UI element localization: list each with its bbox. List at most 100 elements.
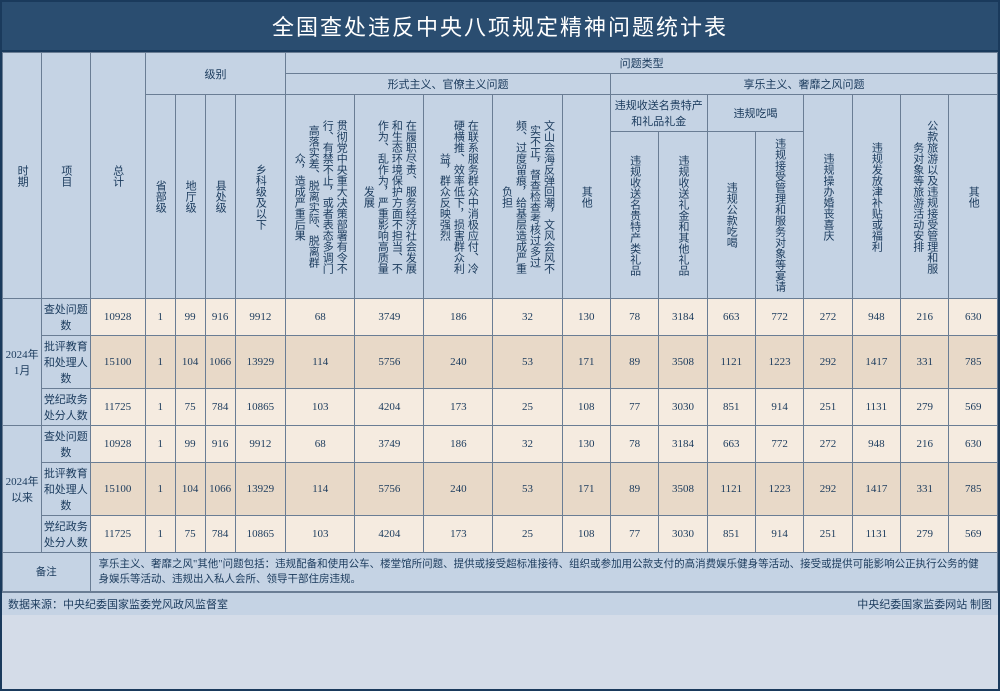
period-label: 2024年以来 [3, 426, 42, 553]
data-cell: 3030 [659, 389, 707, 426]
row-metric-label: 查处问题数 [42, 299, 90, 336]
data-cell: 251 [804, 516, 852, 553]
data-cell: 1 [145, 336, 175, 389]
data-cell: 10928 [90, 299, 145, 336]
data-cell: 13929 [235, 336, 286, 389]
data-cell: 292 [804, 463, 852, 516]
table-header: 时期 项目 总计 级别 问题类型 形式主义、官僚主义问题 享乐主义、奢靡之风问题… [3, 53, 998, 299]
h-item: 项目 [42, 53, 90, 299]
data-cell: 108 [562, 516, 610, 553]
data-cell: 10928 [90, 426, 145, 463]
data-cell: 99 [175, 299, 205, 336]
data-cell: 9912 [235, 299, 286, 336]
data-cell: 173 [424, 389, 493, 426]
data-cell: 78 [610, 299, 658, 336]
data-cell: 171 [562, 463, 610, 516]
data-cell: 68 [286, 299, 355, 336]
data-cell: 1 [145, 463, 175, 516]
data-cell: 186 [424, 299, 493, 336]
data-cell: 5756 [355, 463, 424, 516]
data-cell: 77 [610, 516, 658, 553]
h-lv-1: 地厅级 [175, 95, 205, 299]
data-cell: 15100 [90, 336, 145, 389]
data-cell: 272 [804, 426, 852, 463]
data-cell: 4204 [355, 516, 424, 553]
data-cell: 630 [949, 426, 998, 463]
h-form-3: 文山会海反弹回潮，文风会风不实不正，督查检查考核过多过频、过度留痕，给基层造成严… [493, 95, 562, 299]
credit: 中央纪委国家监委网站 制图 [857, 596, 992, 612]
data-cell: 1 [145, 389, 175, 426]
h-lv-2: 县处级 [205, 95, 235, 299]
data-cell: 10865 [235, 516, 286, 553]
data-cell: 1417 [852, 336, 900, 389]
data-cell: 32 [493, 426, 562, 463]
data-cell: 1223 [755, 336, 803, 389]
footer: 数据来源：中央纪委国家监委党风政风监督室 中央纪委国家监委网站 制图 [2, 592, 998, 615]
table-body: 2024年1月查处问题数1092819991699126837491863213… [3, 299, 998, 553]
table-row: 党纪政务处分人数11725175784108651034204173251087… [3, 389, 998, 426]
h-lv-0: 省部级 [145, 95, 175, 299]
table-row: 批评教育和处理人数1510011041066139291145756240531… [3, 463, 998, 516]
data-cell: 99 [175, 426, 205, 463]
h-form-0: 贯彻党中央重大决策部署有令不行、有禁不止，或者表态多调门高落实差、脱离实际、脱离… [286, 95, 355, 299]
note-label: 备注 [3, 553, 91, 592]
data-cell: 104 [175, 463, 205, 516]
stats-table: 时期 项目 总计 级别 问题类型 形式主义、官僚主义问题 享乐主义、奢靡之风问题… [2, 52, 998, 592]
data-cell: 1131 [852, 516, 900, 553]
data-cell: 1121 [707, 336, 755, 389]
data-cell: 3030 [659, 516, 707, 553]
data-cell: 114 [286, 336, 355, 389]
data-cell: 251 [804, 389, 852, 426]
row-metric-label: 党纪政务处分人数 [42, 389, 90, 426]
period-label: 2024年1月 [3, 299, 42, 426]
h-lv-3: 乡科级及以下 [235, 95, 286, 299]
data-cell: 4204 [355, 389, 424, 426]
data-cell: 5756 [355, 336, 424, 389]
h-problem-type: 问题类型 [286, 53, 998, 74]
data-cell: 279 [901, 389, 949, 426]
data-cell: 108 [562, 389, 610, 426]
data-cell: 13929 [235, 463, 286, 516]
data-cell: 75 [175, 389, 205, 426]
data-cell: 53 [493, 336, 562, 389]
h-form-4: 其他 [562, 95, 610, 299]
data-cell: 916 [205, 426, 235, 463]
row-metric-label: 批评教育和处理人数 [42, 336, 90, 389]
data-cell: 914 [755, 389, 803, 426]
h-hed-g2: 违规吃喝 [707, 95, 804, 132]
data-cell: 103 [286, 516, 355, 553]
data-cell: 784 [205, 516, 235, 553]
data-cell: 272 [804, 299, 852, 336]
row-metric-label: 党纪政务处分人数 [42, 516, 90, 553]
data-cell: 1066 [205, 336, 235, 389]
data-cell: 948 [852, 299, 900, 336]
data-cell: 914 [755, 516, 803, 553]
data-cell: 75 [175, 516, 205, 553]
data-cell: 3184 [659, 426, 707, 463]
data-cell: 216 [901, 299, 949, 336]
data-cell: 9912 [235, 426, 286, 463]
data-cell: 240 [424, 463, 493, 516]
data-cell: 1066 [205, 463, 235, 516]
data-cell: 11725 [90, 389, 145, 426]
data-cell: 772 [755, 299, 803, 336]
data-cell: 103 [286, 389, 355, 426]
data-cell: 25 [493, 389, 562, 426]
data-cell: 569 [949, 516, 998, 553]
table-row: 党纪政务处分人数11725175784108651034204173251087… [3, 516, 998, 553]
data-cell: 784 [205, 389, 235, 426]
note-row: 备注 享乐主义、奢靡之风"其他"问题包括：违规配备和使用公车、楼堂馆所问题、提供… [3, 553, 998, 592]
table-row: 2024年1月查处问题数1092819991699126837491863213… [3, 299, 998, 336]
source: 数据来源：中央纪委国家监委党风政风监督室 [8, 596, 228, 612]
data-cell: 216 [901, 426, 949, 463]
h-hed-f0: 违规操办婚丧喜庆 [804, 95, 852, 299]
h-time: 时期 [3, 53, 42, 299]
data-cell: 331 [901, 336, 949, 389]
data-cell: 3749 [355, 426, 424, 463]
data-cell: 785 [949, 463, 998, 516]
h-total: 总计 [90, 53, 145, 299]
data-cell: 3508 [659, 463, 707, 516]
data-cell: 53 [493, 463, 562, 516]
h-formalism: 形式主义、官僚主义问题 [286, 74, 611, 95]
data-cell: 130 [562, 426, 610, 463]
